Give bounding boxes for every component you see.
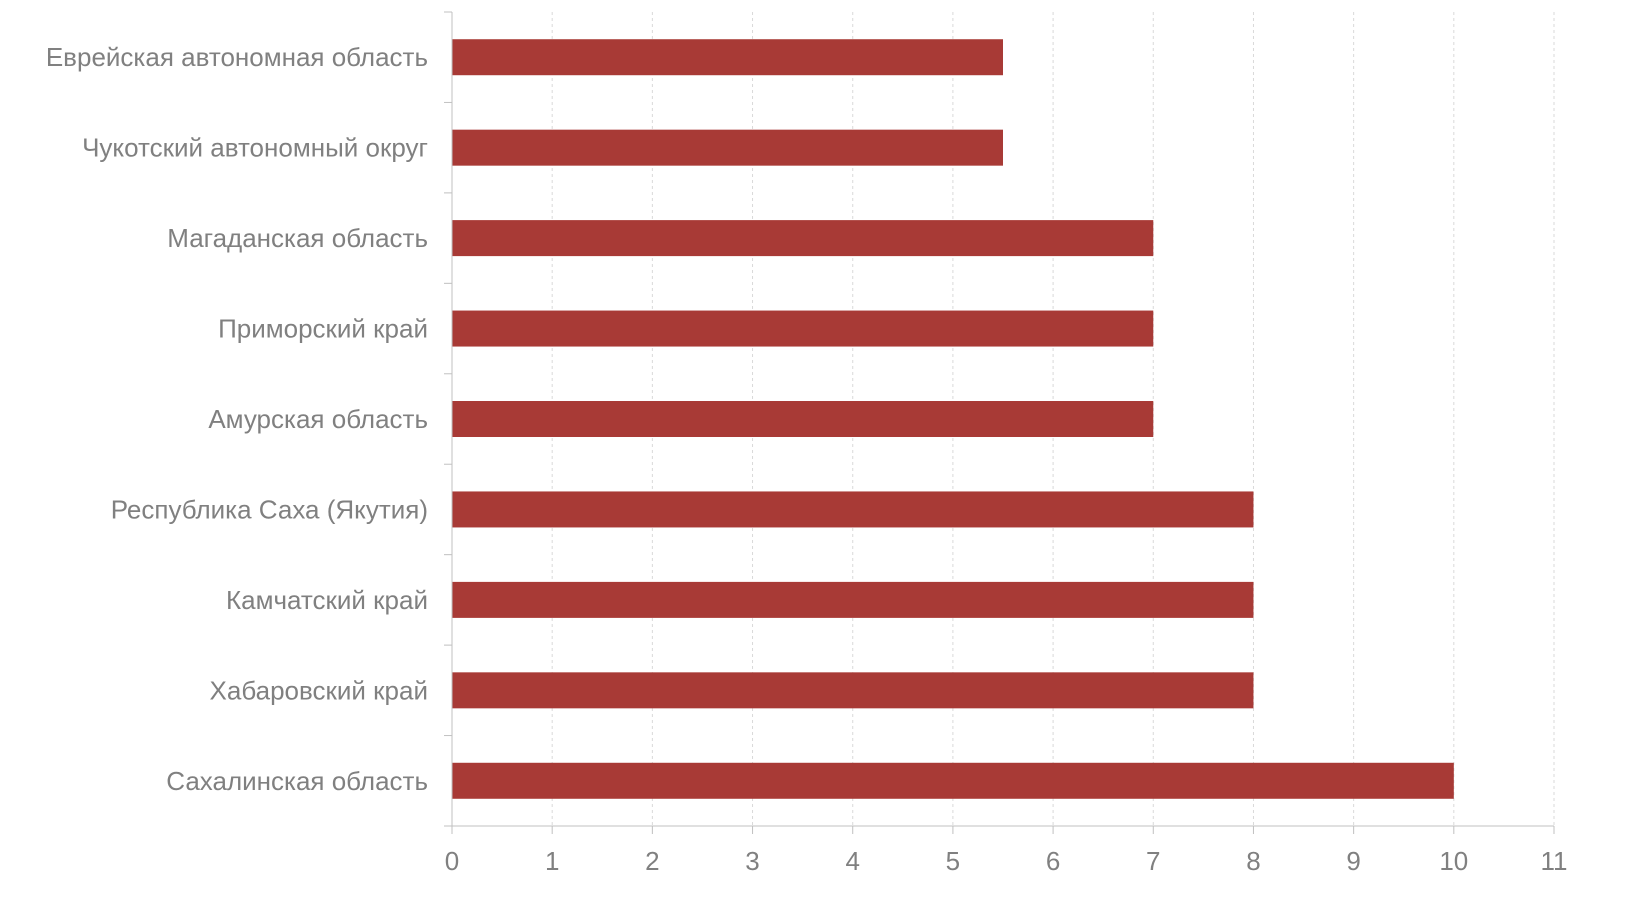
category-label: Еврейская автономная область: [46, 42, 428, 72]
category-label: Магаданская область: [167, 223, 428, 253]
category-label: Хабаровский край: [210, 675, 428, 705]
bar: [452, 581, 1254, 618]
bar: [452, 672, 1254, 709]
category-label: Амурская область: [208, 404, 428, 434]
x-tick-label: 4: [845, 846, 859, 876]
bar: [452, 220, 1154, 257]
bar: [452, 129, 1003, 166]
x-tick-label: 1: [545, 846, 559, 876]
bars: [452, 39, 1454, 799]
bar: [452, 491, 1254, 528]
bar: [452, 762, 1454, 799]
category-labels: Еврейская автономная область Чукотский ав…: [46, 42, 428, 796]
x-tick-label: 11: [1541, 846, 1568, 876]
axes: [444, 11, 1555, 834]
bar: [452, 39, 1003, 76]
x-tick-label: 9: [1346, 846, 1360, 876]
x-tick-labels: 0 1 2 3 4 5 6 7 8 9 10 11: [445, 846, 1568, 876]
x-tick-label: 6: [1046, 846, 1060, 876]
category-label: Сахалинская область: [166, 766, 428, 796]
category-label: Приморский край: [218, 314, 428, 344]
x-tick-label: 0: [445, 846, 459, 876]
bar: [452, 310, 1154, 347]
x-tick-label: 7: [1146, 846, 1160, 876]
bar: [452, 401, 1154, 437]
x-tick-label: 10: [1439, 846, 1468, 876]
category-label: Камчатский край: [226, 585, 428, 615]
x-tick-label: 5: [946, 846, 960, 876]
x-tick-label: 3: [745, 846, 759, 876]
category-label: Чукотский автономный округ: [82, 133, 428, 163]
x-tick-label: 8: [1246, 846, 1260, 876]
x-tick-label: 2: [645, 846, 659, 876]
category-label: Республика Саха (Якутия): [111, 494, 428, 524]
